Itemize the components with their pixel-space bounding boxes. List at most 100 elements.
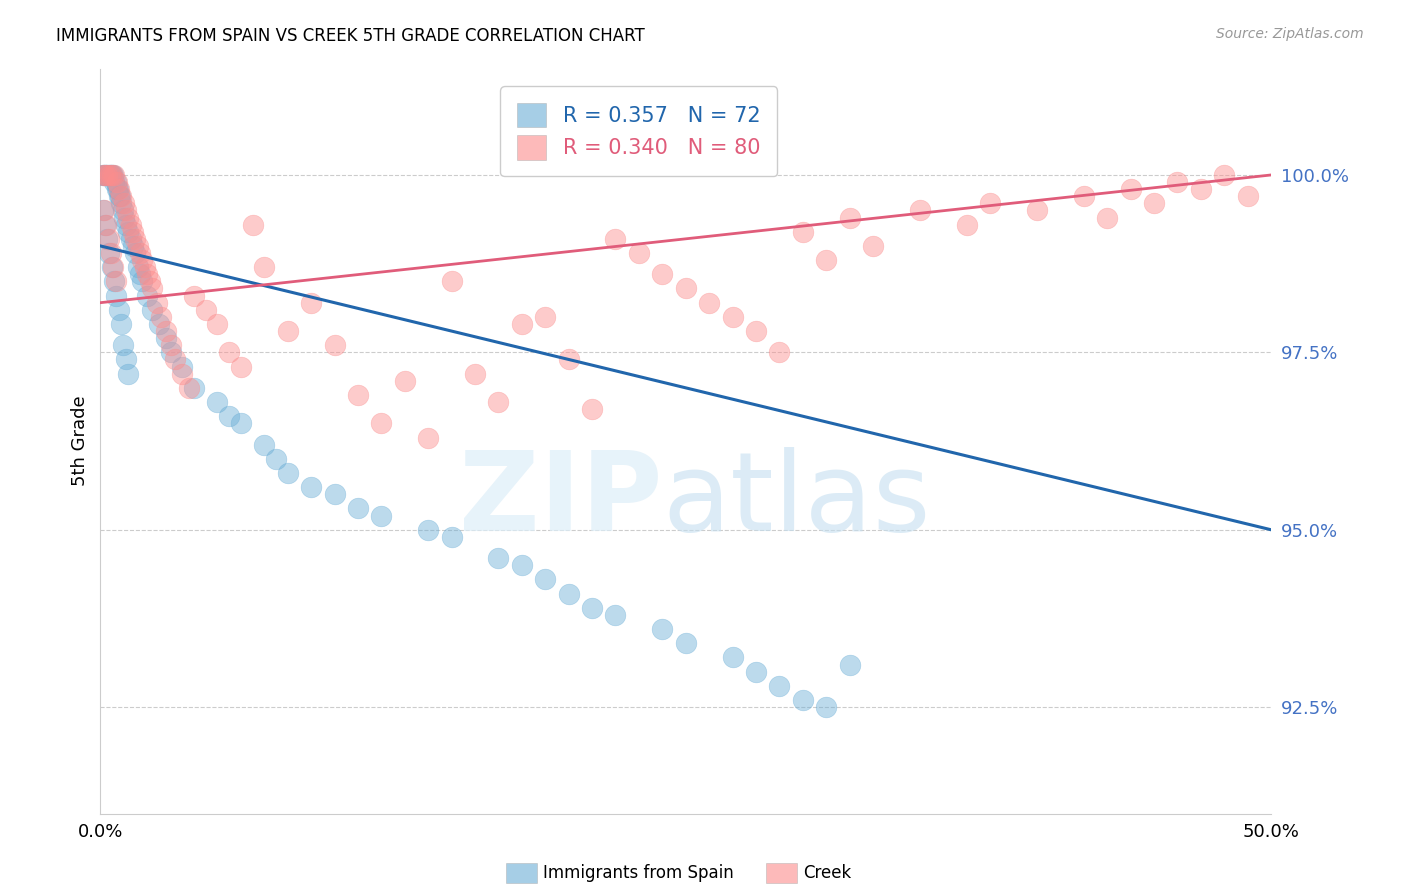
Point	[486, 551, 509, 566]
Point	[124, 246, 146, 260]
Point	[131, 253, 153, 268]
Point	[91, 168, 114, 182]
Point	[103, 175, 125, 189]
Point	[194, 302, 217, 317]
Point	[96, 218, 118, 232]
Point	[675, 281, 697, 295]
Point	[418, 523, 440, 537]
Point	[122, 225, 145, 239]
Point	[129, 246, 152, 260]
Point	[745, 665, 768, 679]
Point	[115, 203, 138, 218]
Point	[148, 317, 170, 331]
Point	[150, 310, 173, 324]
Point	[581, 600, 603, 615]
Point	[127, 260, 149, 275]
Text: Immigrants from Spain: Immigrants from Spain	[543, 864, 734, 882]
Point	[557, 352, 579, 367]
Point	[110, 317, 132, 331]
Point	[122, 239, 145, 253]
Point	[134, 260, 156, 275]
Point	[745, 324, 768, 338]
Point	[1026, 203, 1049, 218]
Point	[792, 225, 814, 239]
Point	[117, 225, 139, 239]
Point	[159, 338, 181, 352]
Point	[110, 189, 132, 203]
Point	[136, 288, 159, 302]
Point	[440, 530, 463, 544]
Point	[98, 168, 121, 182]
Point	[96, 168, 118, 182]
Point	[183, 288, 205, 302]
Point	[1143, 196, 1166, 211]
Text: Source: ZipAtlas.com: Source: ZipAtlas.com	[1216, 27, 1364, 41]
Point	[155, 324, 177, 338]
Point	[112, 211, 135, 225]
Point	[651, 622, 673, 636]
Point	[104, 175, 127, 189]
Point	[98, 246, 121, 260]
Point	[768, 679, 790, 693]
Point	[107, 302, 129, 317]
Point	[104, 274, 127, 288]
Point	[768, 345, 790, 359]
Text: Creek: Creek	[803, 864, 851, 882]
Point	[136, 268, 159, 282]
Point	[207, 395, 229, 409]
Point	[418, 430, 440, 444]
Point	[347, 501, 370, 516]
Point	[1189, 182, 1212, 196]
Point	[651, 268, 673, 282]
Point	[96, 168, 118, 182]
Point	[111, 203, 134, 218]
Point	[1166, 175, 1188, 189]
Point	[862, 239, 884, 253]
Point	[91, 203, 114, 218]
Point	[394, 374, 416, 388]
Point	[105, 288, 128, 302]
Point	[218, 409, 240, 424]
Point	[138, 274, 160, 288]
Point	[838, 657, 860, 672]
Point	[96, 232, 118, 246]
Point	[207, 317, 229, 331]
Point	[110, 196, 132, 211]
Point	[1095, 211, 1118, 225]
Point	[179, 381, 201, 395]
Point	[97, 168, 120, 182]
Point	[440, 274, 463, 288]
Point	[370, 508, 392, 523]
Point	[120, 218, 142, 232]
Point	[94, 168, 117, 182]
Point	[675, 636, 697, 650]
Point	[323, 338, 346, 352]
Point	[299, 295, 322, 310]
Point	[105, 182, 128, 196]
Point	[101, 168, 124, 182]
Point	[97, 232, 120, 246]
Point	[117, 211, 139, 225]
Point	[100, 246, 122, 260]
Point	[117, 367, 139, 381]
Point	[1236, 189, 1258, 203]
Point	[120, 232, 142, 246]
Point	[183, 381, 205, 395]
Point	[510, 317, 533, 331]
Point	[815, 700, 838, 714]
Text: ZIP: ZIP	[458, 447, 662, 554]
Point	[107, 182, 129, 196]
Point	[510, 558, 533, 573]
Point	[165, 352, 187, 367]
Point	[1119, 182, 1142, 196]
Point	[108, 189, 131, 203]
Point	[218, 345, 240, 359]
Point	[127, 239, 149, 253]
Point	[141, 281, 163, 295]
Point	[908, 203, 931, 218]
Point	[141, 302, 163, 317]
Point	[242, 218, 264, 232]
Point	[838, 211, 860, 225]
Point	[101, 168, 124, 182]
Point	[115, 218, 138, 232]
